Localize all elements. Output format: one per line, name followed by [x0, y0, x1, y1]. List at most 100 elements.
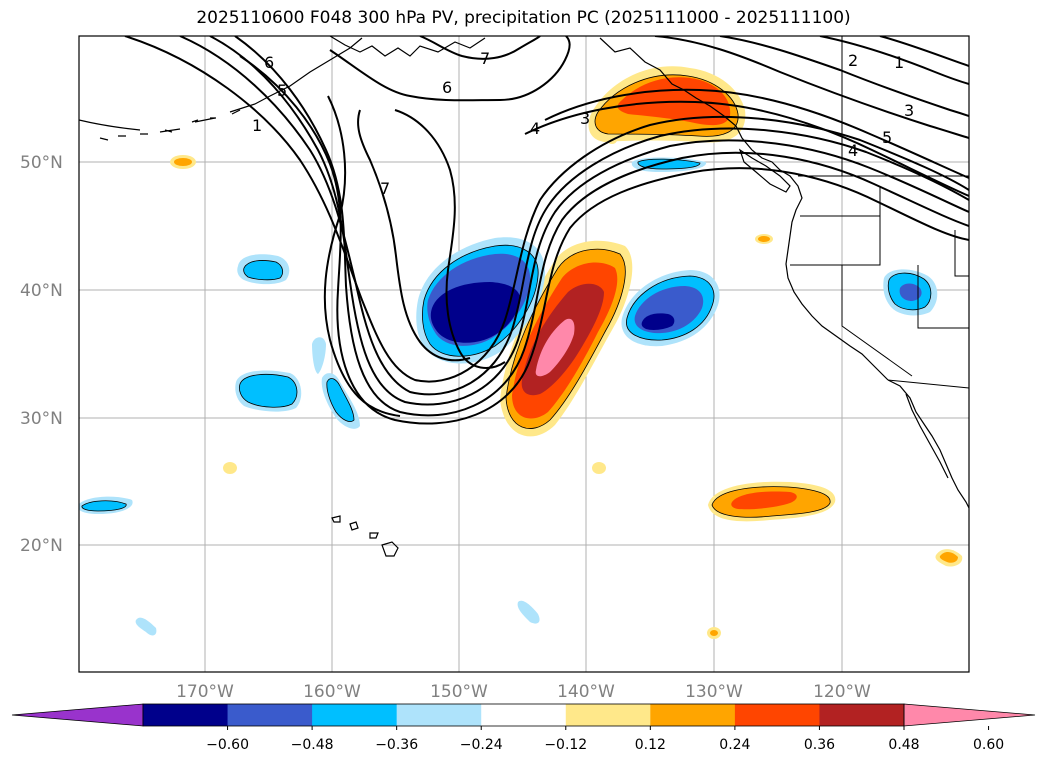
pv-contour-5 [239, 55, 969, 425]
outline-warm-center [505, 248, 626, 429]
pv-contour-8 [357, 109, 471, 362]
pv-contour-6 [323, 95, 401, 417]
border-or-ca [790, 216, 881, 266]
coast-alaska-peninsula [79, 37, 363, 133]
shade-cold-small-1b [243, 260, 283, 280]
contour-label-10: 1 [894, 53, 904, 72]
contour-label-5: 6 [442, 78, 452, 97]
colorbar-extend-high [903, 703, 1036, 727]
pv-contour-4 [234, 36, 969, 417]
pv-contour-16 [524, 100, 969, 197]
colorbar-tick-label: 0.12 [635, 737, 666, 753]
colorbar-segment [650, 704, 736, 726]
coast-hawaii-oahu [349, 521, 359, 531]
colorbar-segment [312, 704, 398, 726]
contour-label-4: 7 [380, 179, 390, 198]
coast-alaska-gulf [329, 36, 486, 57]
outline-cold-center [422, 244, 539, 357]
colorbar-segment [734, 704, 820, 726]
border-nv-az [917, 265, 969, 329]
colorbar-tick-label: 0.24 [719, 737, 750, 753]
lat-label-50: 50°N [20, 153, 63, 173]
shade-cold-small-6c [899, 283, 922, 301]
shade-cold-small-7b [81, 500, 127, 511]
contour-label-12: 5 [882, 128, 892, 147]
lat-labels: 50°N 40°N 30°N 20°N [20, 153, 63, 556]
lon-label-170w: 170°W [176, 682, 234, 702]
contour-label-2: 5 [277, 81, 287, 100]
contour-label-13: 4 [848, 141, 858, 160]
lon-label-120w: 120°W [813, 682, 871, 702]
shade-warm-small-4 [592, 462, 606, 474]
lon-label-160w: 160°W [303, 682, 361, 702]
outline-warm-nw [594, 74, 739, 137]
coast-baja-west [905, 393, 949, 479]
pv-contour-2 [179, 36, 969, 396]
pv-contours [124, 36, 969, 425]
pv-contour-1 [124, 36, 969, 383]
shade-cold-small-2b [239, 374, 297, 408]
pv-contour-14 [879, 36, 969, 67]
colorbar-tick-label: −0.24 [460, 737, 503, 753]
outline-warm-sub [711, 486, 831, 518]
colorbar-outline [142, 703, 905, 727]
lon-label-150w: 150°W [430, 682, 488, 702]
pv-contour-10 [419, 36, 541, 60]
lon-label-130w: 130°W [685, 682, 743, 702]
contour-label-3: 1 [252, 116, 262, 135]
shade-outlines [81, 74, 932, 518]
pv-contour-3 [209, 36, 969, 406]
colorbar-extend-low [11, 703, 144, 727]
colorbar-tick-label: 0.36 [804, 737, 835, 753]
shade-warm-small-1b [174, 158, 192, 166]
shade-warm-small-2b [758, 236, 770, 242]
shade-warm-small-3 [223, 462, 237, 474]
border-ca-nv [841, 265, 913, 377]
shade-warm-center-5 [535, 318, 575, 377]
shade-cold-small-5b [637, 159, 700, 169]
pv-contour-13 [819, 36, 969, 85]
colorbar-tick-label: −0.12 [544, 737, 587, 753]
contour-label-7: 4 [530, 119, 540, 138]
shade-cold-small-8 [517, 600, 540, 624]
contour-label-9: 2 [848, 51, 858, 70]
shade-cold-small-9 [135, 617, 157, 636]
precip-shading [79, 66, 963, 639]
outline-cold-east [626, 275, 715, 341]
coast-baja [887, 379, 969, 509]
colorbar-segment [819, 704, 905, 726]
lat-label-40: 40°N [20, 281, 63, 301]
colorbar-segment [143, 704, 229, 726]
contour-labels: 6 5 1 7 6 7 4 3 2 1 3 5 4 [252, 49, 914, 198]
contour-label-1: 6 [264, 53, 274, 72]
coast-hawaii-big [381, 541, 399, 557]
shade-cold-east-4 [641, 313, 675, 330]
coast-aleutian-islands [99, 109, 241, 141]
lat-label-30: 30°N [20, 409, 63, 429]
coast-hawaii-maui [369, 532, 379, 539]
coast-hawaii-kauai [331, 515, 341, 523]
outline-cold-small-1 [243, 260, 284, 281]
shade-warm-small-5b [710, 630, 718, 636]
pv-contour-11 [654, 36, 969, 139]
pv-contour-15 [544, 88, 969, 179]
coast-vancouver-island [738, 148, 791, 193]
contour-label-6: 7 [480, 49, 490, 68]
colorbar-tick-label: 0.60 [973, 737, 1004, 753]
coast-bc [751, 149, 889, 381]
shade-cold-center-4 [430, 282, 521, 343]
lon-labels: 170°W 160°W 150°W 140°W 130°W 120°W [176, 682, 871, 702]
map-title: 2025110600 F048 300 hPa PV, precipitatio… [196, 8, 851, 28]
outline-cold-small-3 [326, 378, 355, 422]
colorbar-tick-label: −0.48 [291, 737, 334, 753]
outline-cold-small-6 [887, 272, 932, 311]
colorbar-segment [227, 704, 313, 726]
colorbar-segment [396, 704, 482, 726]
border-id-mt [954, 230, 969, 277]
shade-warm-sub-3 [731, 491, 797, 510]
contour-label-8: 3 [580, 109, 590, 128]
outline-cold-small-5 [637, 158, 701, 170]
colorbar-tick-label: −0.60 [206, 737, 249, 753]
lat-label-20: 20°N [20, 536, 63, 556]
